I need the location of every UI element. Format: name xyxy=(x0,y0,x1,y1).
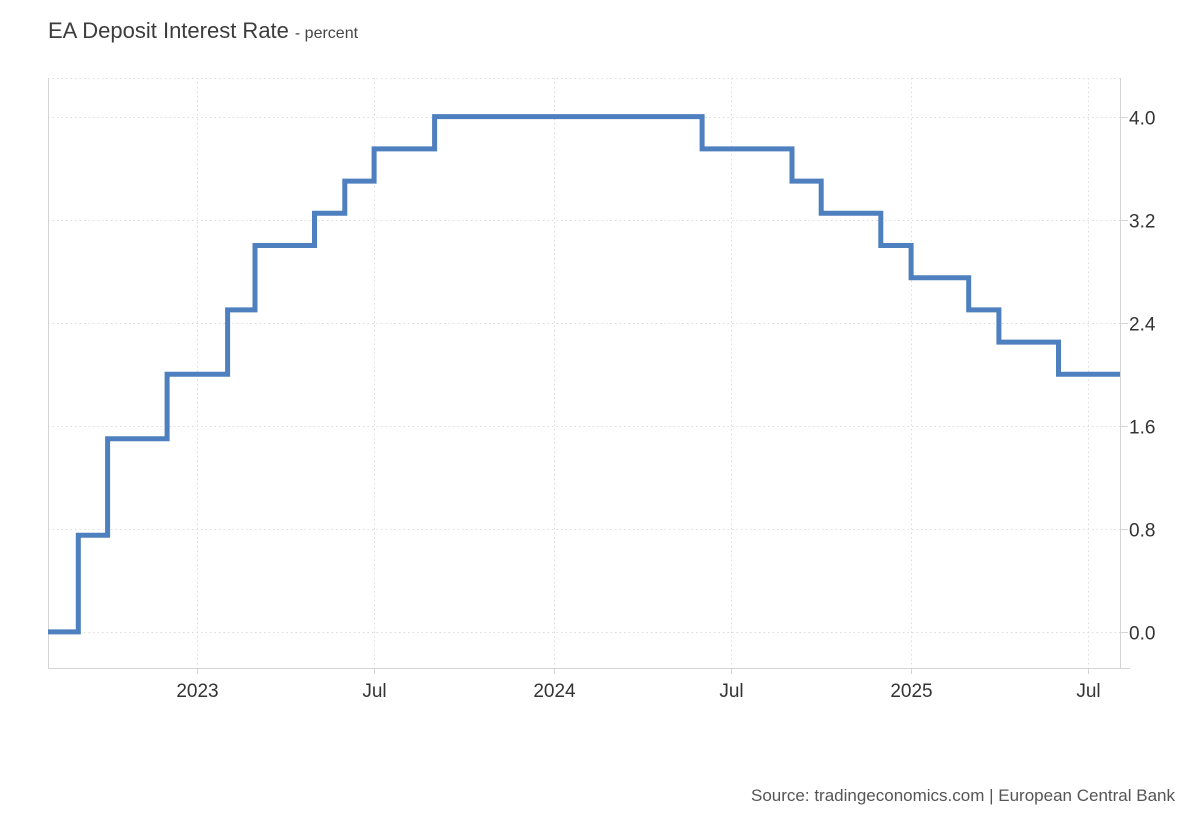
x-axis-tick-label: 2025 xyxy=(890,681,932,702)
y-axis-tick-label: 3.2 xyxy=(1129,212,1155,233)
y-axis-tick-label: 0.0 xyxy=(1129,624,1155,645)
x-axis-tick-label: Jul xyxy=(362,681,386,702)
x-axis-tick-label: Jul xyxy=(719,681,743,702)
y-axis-tick-label: 2.4 xyxy=(1129,315,1156,336)
y-axis-tick-label: 0.8 xyxy=(1129,521,1155,542)
y-axis-tick-label: 1.6 xyxy=(1129,418,1155,439)
x-axis-tick-label: 2024 xyxy=(533,681,576,702)
chart-header: EA Deposit Interest Rate - percent xyxy=(48,18,358,44)
chart-title: EA Deposit Interest Rate xyxy=(48,18,289,43)
series-step-line xyxy=(48,114,1120,635)
x-axis-tick-label: Jul xyxy=(1076,681,1100,702)
y-axis-tick-label: 4.0 xyxy=(1129,109,1155,130)
source-text: Source: tradingeconomics.com | European … xyxy=(751,786,1175,805)
chart-subtitle: - percent xyxy=(294,25,359,42)
x-axis-tick-label: 2023 xyxy=(176,681,218,702)
